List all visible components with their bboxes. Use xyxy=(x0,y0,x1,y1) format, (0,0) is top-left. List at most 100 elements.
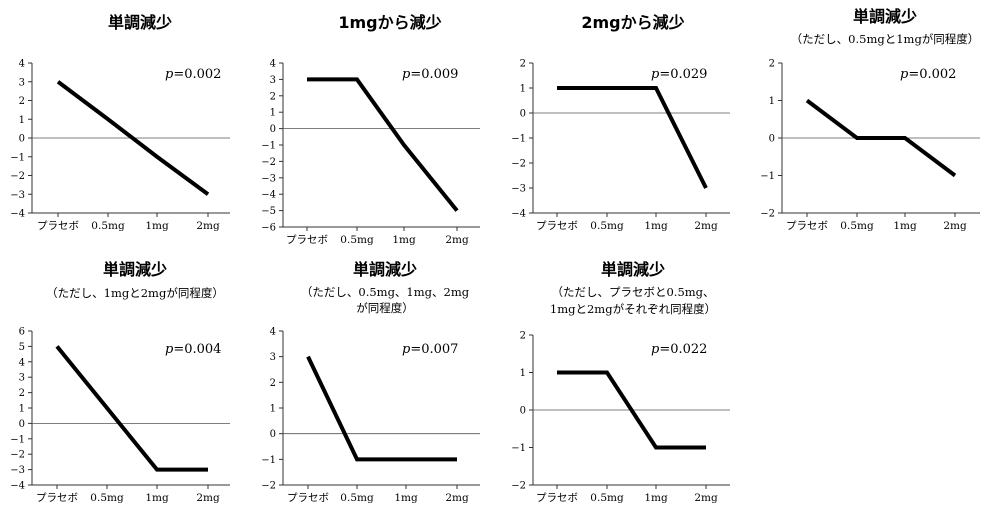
x-tick-label: 2mg xyxy=(694,220,718,232)
chart-subtitle: （ただし、1mgと2mgが同程度） xyxy=(46,286,224,300)
y-tick-label: 6 xyxy=(19,327,25,338)
y-tick-label: 3 xyxy=(270,352,276,363)
chart-title: 単調減少 xyxy=(353,260,417,279)
y-tick-label: −1 xyxy=(760,171,775,182)
p-value-label: p=0.004 xyxy=(165,342,221,357)
y-tick-label: 0 xyxy=(520,406,526,417)
p-value-label: p=0.029 xyxy=(651,67,707,82)
x-tick-label: プラセボ xyxy=(36,492,78,504)
y-tick-label: 1 xyxy=(769,96,775,107)
p-value-label: p=0.009 xyxy=(402,67,458,82)
x-tick-label: プラセボ xyxy=(536,220,578,232)
y-tick-label: −1 xyxy=(261,141,276,152)
y-tick-label: 0 xyxy=(769,134,775,145)
y-tick-label: −2 xyxy=(511,159,526,170)
x-tick-label: 2mg xyxy=(196,220,220,232)
series-line xyxy=(56,80,210,196)
y-tick-label: 1 xyxy=(520,368,526,379)
chart-panel-4: 単調減少 （ただし、0.5mgと1mgが同程度） −2 −1 0 1 2 プラセボ 0.5mg 1… xyxy=(760,7,980,232)
x-tick-label: プラセボ xyxy=(286,234,328,246)
y-tick-label: −1 xyxy=(10,434,25,445)
p-value-label: p=0.002 xyxy=(900,67,956,82)
y-tick-label: 2 xyxy=(270,91,276,102)
y-tick-label: −2 xyxy=(10,450,25,461)
y-tick-label: 2 xyxy=(19,388,25,399)
y-tick-label: 2 xyxy=(769,59,775,70)
series-line xyxy=(55,345,208,472)
y-tick-label: 3 xyxy=(270,75,276,86)
y-tick-label: −1 xyxy=(511,443,526,454)
x-tick-label: 0.5mg xyxy=(91,220,125,232)
y-tick-label: 4 xyxy=(270,59,276,70)
y-tick-label: 3 xyxy=(19,373,25,384)
p-value-label: p=0.002 xyxy=(165,67,221,82)
chart-subtitle: （ただし、プラセボと0.5mg、 xyxy=(551,285,714,299)
x-tick-label: プラセボ xyxy=(536,492,578,504)
y-tick-label: −2 xyxy=(261,481,276,492)
x-tick-label: 0.5mg xyxy=(90,492,124,504)
chart-panel-1: 単調減少 −4 −3 −2 −1 0 1 2 3 4 プラセボ 0.5mg 1mg 2mg p=0.002 xyxy=(10,13,230,232)
x-tick-label: 2mg xyxy=(694,492,718,504)
x-tick-label: 0.5mg xyxy=(590,492,624,504)
y-tick-label: −2 xyxy=(261,157,276,168)
y-tick-label: −2 xyxy=(760,209,775,220)
x-tick-label: 1mg xyxy=(644,492,668,504)
y-tick-label: 0 xyxy=(270,124,276,135)
y-tick-label: 1 xyxy=(270,404,276,415)
y-tick-label: 2 xyxy=(270,378,276,389)
y-tick-label: −3 xyxy=(10,190,25,201)
series-line xyxy=(557,86,708,189)
y-tick-label: 4 xyxy=(270,327,276,338)
y-tick-label: 4 xyxy=(19,59,25,70)
y-tick-label: 2 xyxy=(19,96,25,107)
x-tick-label: プラセボ xyxy=(287,492,329,504)
x-tick-label: プラセボ xyxy=(786,220,828,232)
y-tick-label: 1 xyxy=(270,108,276,119)
chart-title: 2mgから減少 xyxy=(581,13,684,32)
y-tick-label: −3 xyxy=(261,173,276,184)
y-tick-label: 0 xyxy=(520,109,526,120)
x-tick-label: プラセボ xyxy=(37,220,79,232)
y-tick-label: −1 xyxy=(10,152,25,163)
chart-title: 単調減少 xyxy=(108,13,172,32)
chart-subtitle: が同程度） xyxy=(356,301,414,315)
y-tick-label: −6 xyxy=(261,223,276,234)
x-tick-label: 2mg xyxy=(196,492,220,504)
chart-title: 単調減少 xyxy=(601,260,665,279)
chart-subtitle: 1mgと2mgがそれぞれ同程度） xyxy=(550,302,716,316)
x-tick-label: 0.5mg xyxy=(590,220,624,232)
y-tick-label: 2 xyxy=(520,59,526,70)
x-tick-label: 2mg xyxy=(445,234,469,246)
y-tick-label: 2 xyxy=(520,331,526,342)
series-line xyxy=(557,370,706,450)
y-tick-label: −3 xyxy=(10,465,25,476)
x-tick-label: 1mg xyxy=(893,220,917,232)
chart-panel-5: 単調減少 （ただし、1mgと2mgが同程度） −4 −3 −2 −1 0 1 2 3 4 5 6 プラセボ… xyxy=(10,260,230,504)
x-tick-label: 0.5mg xyxy=(340,492,374,504)
chart-panel-6: 単調減少 （ただし、0.5mg、1mg、2mg が同程度） −2 −1 0 1 2 3 4 プラセボ… xyxy=(261,260,480,504)
y-tick-label: 1 xyxy=(19,115,25,126)
x-tick-label: 1mg xyxy=(145,220,169,232)
chart-panel-2: 1mgから減少 −6 −5 −4 −3 −2 −1 0 1 2 3 4 プラセボ 0.5mg 1mg 2mg p… xyxy=(261,13,480,246)
x-tick-label: 1mg xyxy=(644,220,668,232)
y-tick-label: 3 xyxy=(19,77,25,88)
p-value-label: p=0.007 xyxy=(402,342,458,357)
y-tick-label: 1 xyxy=(520,84,526,95)
x-tick-label: 2mg xyxy=(445,492,469,504)
y-tick-label: 0 xyxy=(19,419,25,430)
chart-title: 単調減少 xyxy=(103,260,167,279)
y-tick-label: 0 xyxy=(19,134,25,145)
x-tick-label: 1mg xyxy=(145,492,169,504)
y-tick-label: −4 xyxy=(261,190,276,201)
y-tick-label: −5 xyxy=(261,206,276,217)
y-tick-label: 1 xyxy=(19,404,25,415)
y-tick-label: −1 xyxy=(511,134,526,145)
chart-title: 単調減少 xyxy=(853,7,917,26)
series-line xyxy=(306,355,457,462)
series-line xyxy=(307,77,459,212)
y-tick-label: −3 xyxy=(511,184,526,195)
y-tick-label: −4 xyxy=(10,481,25,492)
x-tick-label: 1mg xyxy=(392,234,416,246)
chart-panel-7: 単調減少 （ただし、プラセボと0.5mg、 1mgと2mgがそれぞれ同程度） −2 −1… xyxy=(511,260,730,504)
